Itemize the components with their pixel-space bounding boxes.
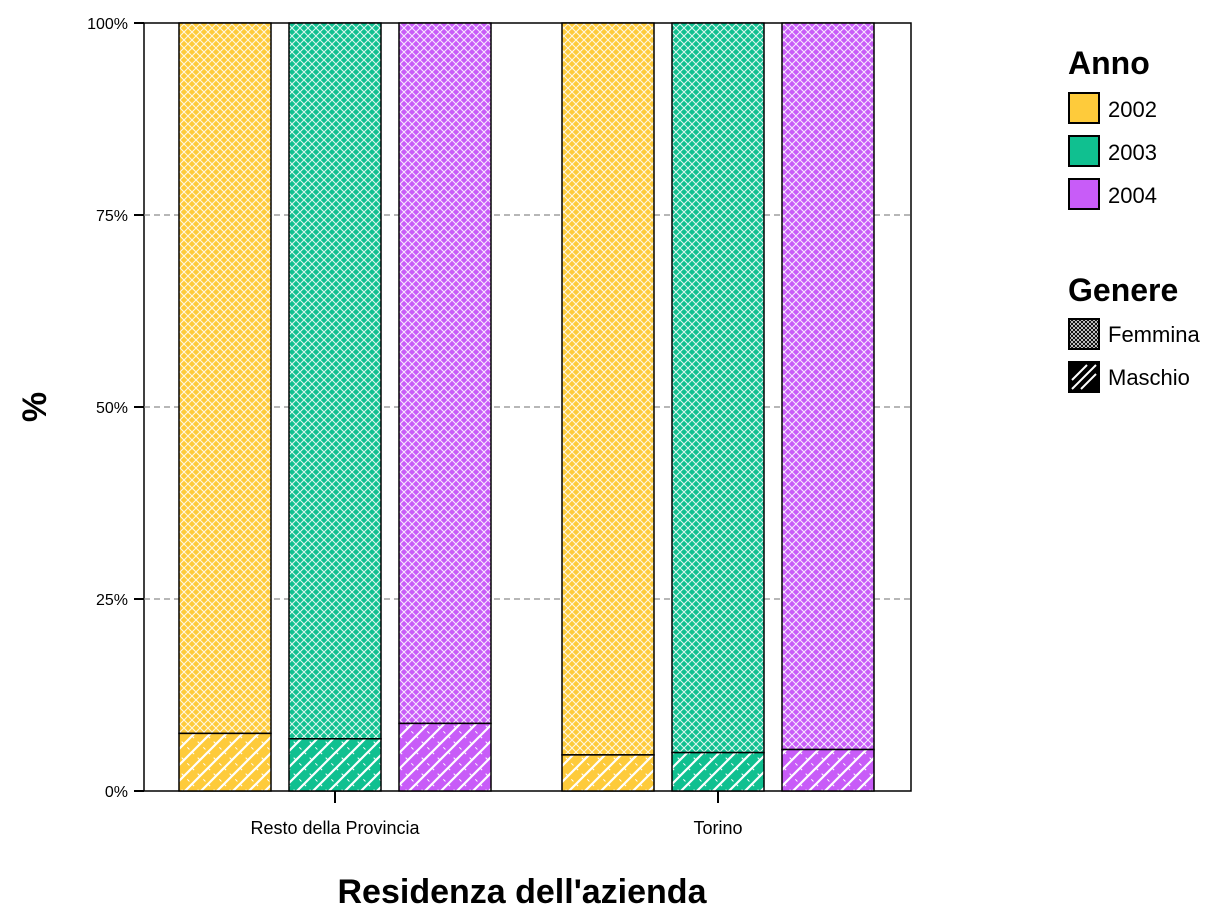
bar-femmina-hatch-2003-1	[671, 22, 765, 754]
y-tick-label: 75%	[96, 208, 128, 225]
x-tick-label-torino: Torino	[693, 818, 742, 838]
legend-label-femmina: Femmina	[1108, 322, 1200, 347]
legend-swatch-2003	[1068, 135, 1100, 167]
bar-maschio-hatch-2003-0	[288, 738, 382, 792]
bar-femmina-hatch-2004-0	[398, 22, 492, 725]
axes: 0% 25% 50% 75% 100%	[87, 16, 719, 803]
legend-swatch-maschio	[1068, 361, 1100, 393]
x-axis-title: Residenza dell'azienda	[338, 873, 708, 911]
bar-femmina-hatch-2003-0	[288, 22, 382, 740]
y-axis-title: %	[16, 392, 54, 422]
legend-genere: Genere Femmina Maschio	[1068, 272, 1200, 393]
bar-maschio-hatch-2004-1	[781, 748, 875, 792]
legend-swatch-femmina	[1068, 318, 1100, 350]
bar-maschio-hatch-2002-1	[561, 754, 655, 792]
legend-title-anno: Anno	[1068, 45, 1150, 81]
legend-label-2004: 2004	[1108, 183, 1157, 208]
legend-swatch-2002	[1068, 92, 1100, 124]
legend-label-2002: 2002	[1108, 97, 1157, 122]
bar-femmina-hatch-2002-0	[178, 22, 272, 735]
y-tick-label: 25%	[96, 592, 128, 609]
legend-label-2003: 2003	[1108, 140, 1157, 165]
legend-title-genere: Genere	[1068, 272, 1178, 308]
gridlines	[144, 214, 911, 600]
legend-label-maschio: Maschio	[1108, 365, 1190, 390]
bar-femmina-hatch-2002-1	[561, 22, 655, 756]
y-tick-label: 100%	[87, 16, 128, 33]
bar-femmina-hatch-2004-1	[781, 22, 875, 751]
bar-maschio-hatch-2002-0	[178, 732, 272, 792]
y-tick-label: 50%	[96, 400, 128, 417]
bars	[178, 22, 875, 792]
legend-swatch-2004	[1068, 178, 1100, 210]
y-tick-label: 0%	[105, 784, 128, 801]
x-tick-label-resto: Resto della Provincia	[250, 818, 420, 838]
legend-anno: Anno 2002 2003 2004	[1068, 45, 1157, 210]
bar-maschio-hatch-2003-1	[671, 751, 765, 792]
bar-maschio-hatch-2004-0	[398, 722, 492, 792]
